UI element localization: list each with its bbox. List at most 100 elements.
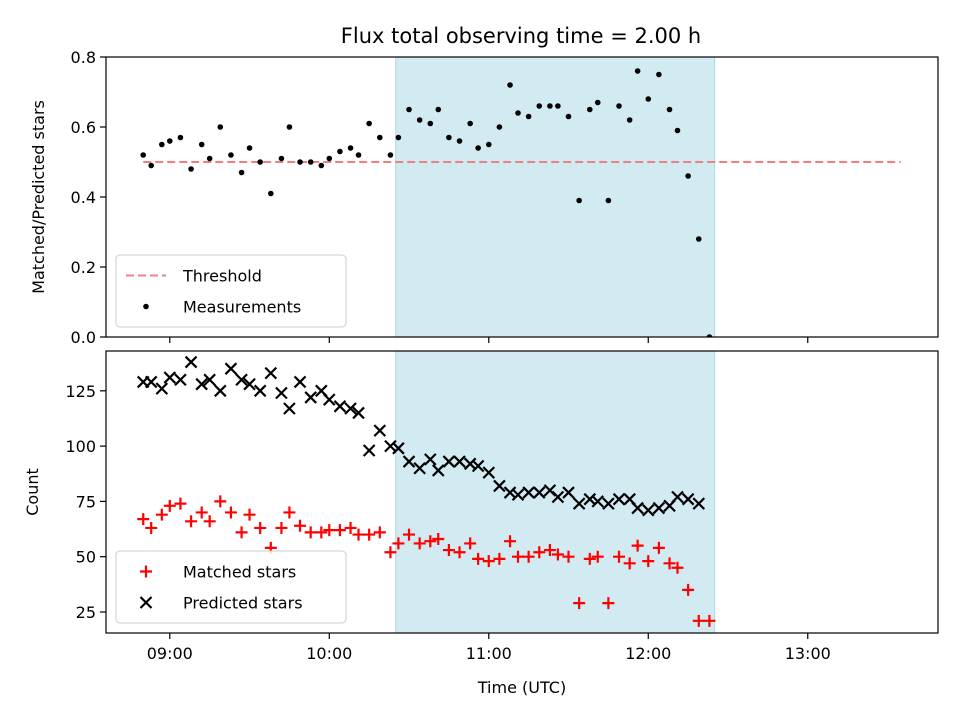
- legend-box: [115, 550, 347, 624]
- data-point: [442, 544, 455, 557]
- data-point: [695, 236, 702, 242]
- y-tick-label: 0.2: [71, 258, 96, 277]
- data-point: [522, 486, 535, 499]
- data-point: [631, 501, 644, 515]
- data-point: [551, 548, 564, 561]
- data-point: [453, 455, 466, 468]
- legend-x-swatch: [139, 596, 153, 609]
- data-point: [297, 159, 303, 165]
- data-point: [652, 501, 666, 515]
- data-point: [392, 442, 405, 455]
- data-point: [333, 400, 347, 413]
- data-point: [416, 117, 423, 123]
- data-point: [634, 68, 641, 74]
- legend-box: [115, 254, 347, 328]
- data-point: [511, 488, 525, 502]
- data-point: [174, 373, 187, 387]
- data-point: [326, 155, 333, 162]
- data-point: [392, 537, 405, 550]
- data-point: [304, 391, 317, 404]
- data-point: [333, 524, 346, 537]
- data-point: [533, 486, 546, 499]
- data-point: [482, 466, 496, 479]
- data-point: [613, 550, 626, 563]
- data-point: [362, 444, 376, 457]
- data-point: [652, 541, 665, 554]
- bottom-panel: 25 50 75 100 125 09:00 10:00 11:00 12:00 13:00 Cou…: [23, 350, 939, 697]
- data-point: [347, 145, 354, 151]
- data-point: [238, 169, 245, 176]
- data-point: [645, 96, 652, 102]
- bottom-series-matched-stars: [137, 495, 716, 627]
- data-point: [692, 497, 706, 510]
- data-point: [685, 173, 691, 179]
- data-point: [195, 377, 208, 391]
- data-point: [456, 138, 463, 144]
- data-point: [471, 459, 485, 473]
- bottom-series-predicted-stars: [136, 355, 706, 517]
- data-point: [163, 371, 177, 384]
- x-tick-label: 12:00: [625, 644, 671, 663]
- data-point: [323, 393, 336, 406]
- bottom-observing-span: [395, 351, 716, 633]
- data-point: [543, 544, 556, 557]
- data-point: [467, 120, 473, 127]
- data-point: [155, 382, 169, 395]
- data-point: [177, 134, 184, 141]
- data-point: [228, 152, 234, 158]
- data-point: [573, 597, 586, 610]
- top-panel: 0.0 0.2 0.4 0.6 0.8 Matched/Predicted stars Th…: [29, 48, 939, 347]
- data-point: [551, 490, 565, 504]
- data-point: [562, 486, 575, 499]
- data-point: [406, 106, 412, 113]
- y-tick-label: 125: [65, 382, 96, 401]
- data-point: [413, 461, 426, 475]
- data-point: [206, 155, 213, 162]
- data-point: [503, 486, 517, 499]
- data-point: [586, 106, 593, 113]
- data-point: [315, 526, 328, 539]
- data-point: [493, 552, 506, 565]
- data-point: [432, 533, 445, 545]
- data-point: [515, 110, 521, 116]
- bottom-legend: Matched stars Predicted stars: [115, 550, 347, 624]
- data-point: [583, 492, 597, 506]
- data-point: [525, 113, 532, 120]
- data-point: [376, 134, 383, 141]
- data-point: [275, 521, 288, 534]
- data-point: [217, 124, 224, 130]
- y-tick-label: 25: [76, 603, 96, 622]
- data-point: [318, 162, 325, 169]
- data-point: [482, 555, 495, 568]
- data-point: [692, 614, 705, 627]
- data-point: [612, 492, 626, 506]
- data-point: [294, 519, 307, 532]
- x-axis-label: Time (UTC): [477, 678, 566, 697]
- data-point: [384, 439, 397, 453]
- data-point: [631, 539, 644, 552]
- data-point: [562, 550, 575, 563]
- top-legend: Threshold Measurements: [115, 254, 347, 328]
- data-point: [145, 521, 158, 534]
- data-point: [159, 141, 165, 148]
- data-point: [395, 134, 402, 141]
- data-point: [413, 537, 426, 550]
- data-point: [463, 457, 477, 471]
- data-point: [283, 402, 296, 415]
- data-point: [403, 528, 416, 541]
- data-point: [512, 550, 525, 563]
- data-point: [257, 159, 263, 165]
- data-point: [203, 515, 216, 528]
- data-point: [268, 190, 274, 197]
- data-point: [424, 453, 437, 466]
- data-point: [304, 526, 317, 539]
- data-point: [602, 497, 615, 510]
- data-point: [435, 106, 442, 113]
- data-point: [565, 113, 572, 120]
- top-plot-area: [140, 57, 901, 337]
- x-tick-label: 09:00: [147, 644, 193, 663]
- data-point: [703, 614, 716, 627]
- data-point: [174, 497, 187, 510]
- data-point: [496, 124, 503, 130]
